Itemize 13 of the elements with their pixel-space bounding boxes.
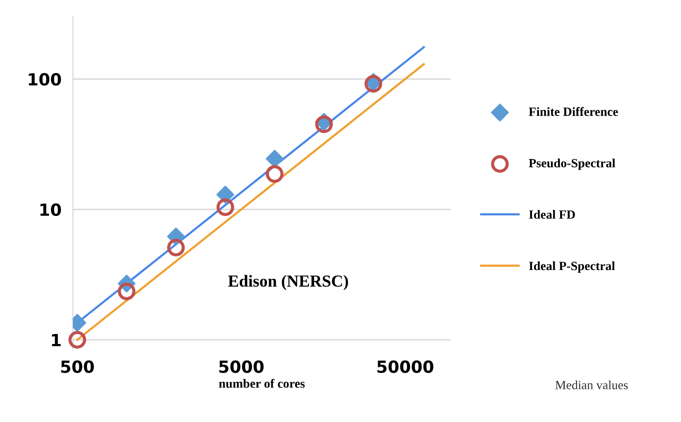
x-axis-title: number of cores <box>219 378 305 388</box>
y-tick-label: 10 <box>40 203 61 216</box>
legend-label: Ideal P-Spectral <box>529 261 615 273</box>
x-tick-label: 500 <box>61 360 94 374</box>
legend-label: Finite Difference <box>528 107 618 116</box>
legend-label: Ideal FD <box>529 210 575 219</box>
x-tick-label: 5000 <box>219 360 264 374</box>
y-tick-label: 1 <box>52 334 61 346</box>
text: Median values <box>555 380 628 390</box>
legend-label: Pseudo-Spectral <box>528 158 616 170</box>
y-tick-label: 100 <box>28 73 61 86</box>
x-tick-label: 50000 <box>377 360 434 374</box>
annotation: Edison (NERSC) <box>228 275 348 290</box>
